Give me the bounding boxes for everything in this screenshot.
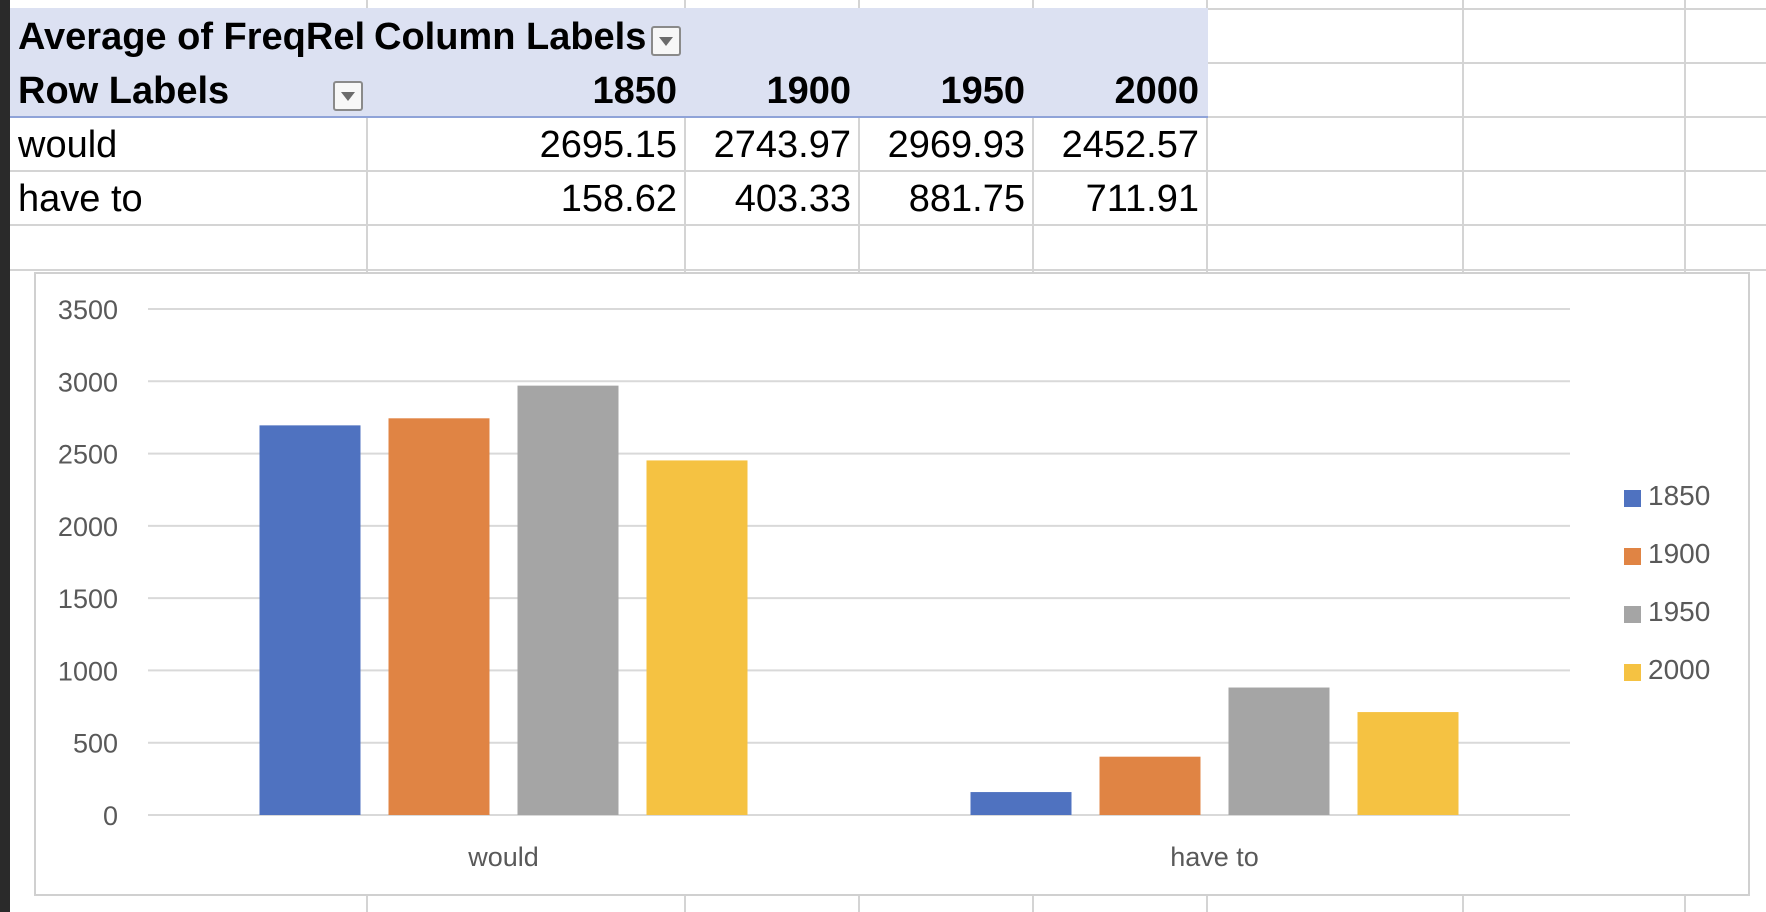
- bar-would-1900[interactable]: [388, 418, 490, 815]
- y-tick-label: 2000: [58, 512, 118, 542]
- pivot-header-background: [10, 8, 1208, 116]
- gridline-row: [10, 170, 1766, 172]
- pivot-row-label-have-to[interactable]: have to: [18, 178, 143, 220]
- x-category-label: have to: [1170, 842, 1259, 872]
- pivot-cell-would-1950[interactable]: 2969.93: [887, 124, 1025, 166]
- legend-swatch-2000: [1624, 664, 1641, 681]
- pivot-cell-have-to-2000[interactable]: 711.91: [1085, 178, 1199, 220]
- pivot-value-field-label[interactable]: Average of FreqRel: [18, 16, 366, 58]
- pivot-cell-would-1850[interactable]: 2695.15: [539, 124, 677, 166]
- gridline-row: [10, 224, 1766, 226]
- pivot-cell-would-2000[interactable]: 2452.57: [1061, 124, 1199, 166]
- pivot-chart[interactable]: 0 500 1000 1500 2000 2500 3000 3500 would have to: [34, 272, 1750, 896]
- pivot-header-border: [10, 116, 1208, 118]
- pivot-column-header-2000[interactable]: 2000: [1114, 70, 1199, 112]
- column-labels-filter-dropdown[interactable]: [651, 26, 681, 56]
- gridline-row: [10, 269, 1766, 271]
- pivot-cell-have-to-1900[interactable]: 403.33: [734, 178, 851, 220]
- bar-have-to-2000[interactable]: [1357, 712, 1459, 815]
- legend-swatch-1950: [1624, 606, 1641, 623]
- legend-label-1900: 1900: [1648, 538, 1711, 569]
- x-category-label: would: [467, 842, 539, 872]
- pivot-column-header-1900[interactable]: 1900: [766, 70, 851, 112]
- y-tick-label: 2500: [58, 440, 118, 470]
- y-tick-label: 3000: [58, 367, 118, 397]
- legend-swatch-1850: [1624, 490, 1641, 507]
- y-tick-label: 0: [103, 801, 118, 831]
- bar-would-1850[interactable]: [259, 425, 361, 815]
- pivot-cell-have-to-1950[interactable]: 881.75: [908, 178, 1025, 220]
- bar-have-to-1900[interactable]: [1099, 756, 1201, 815]
- legend-label-2000: 2000: [1648, 654, 1711, 685]
- legend-label-1850: 1850: [1648, 480, 1711, 511]
- legend-swatch-1900: [1624, 548, 1641, 565]
- pivot-row-labels-header[interactable]: Row Labels: [18, 70, 230, 112]
- legend-label-1950: 1950: [1648, 596, 1711, 627]
- pivot-column-header-1850[interactable]: 1850: [592, 70, 677, 112]
- chart-plot-area: 0 500 1000 1500 2000 2500 3000 3500 would have to: [58, 295, 1570, 872]
- pivot-cell-have-to-1850[interactable]: 158.62: [560, 178, 677, 220]
- pivot-row-label-would[interactable]: would: [18, 124, 118, 166]
- bar-have-to-1850[interactable]: [970, 792, 1072, 815]
- pivot-cell-would-1900[interactable]: 2743.97: [713, 124, 851, 166]
- y-tick-label: 3500: [58, 295, 118, 325]
- pivot-column-labels-header[interactable]: Column Labels: [374, 16, 647, 58]
- pivot-column-header-1950[interactable]: 1950: [940, 70, 1025, 112]
- window-left-edge: [0, 0, 10, 912]
- bar-would-2000[interactable]: [646, 460, 748, 815]
- bar-have-to-1950[interactable]: [1228, 687, 1330, 815]
- row-labels-filter-dropdown[interactable]: [333, 81, 363, 111]
- bar-would-1950[interactable]: [517, 385, 619, 815]
- y-tick-label: 1000: [58, 656, 118, 686]
- y-tick-label: 500: [73, 729, 118, 759]
- y-tick-label: 1500: [58, 584, 118, 614]
